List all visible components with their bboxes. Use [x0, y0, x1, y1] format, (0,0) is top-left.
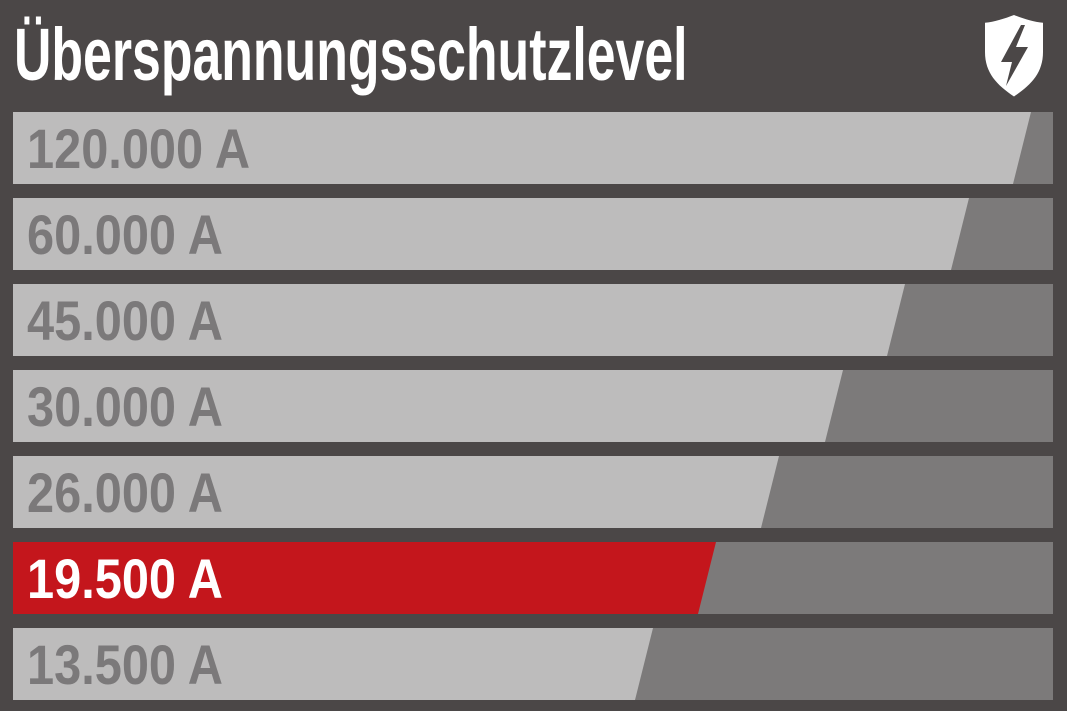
bar-track: 26.000 A	[13, 456, 1053, 528]
bar-track: 13.500 A	[13, 628, 1053, 700]
shield-lightning-icon	[985, 15, 1043, 97]
bar-label: 60.000 A	[27, 203, 223, 266]
bar: 60.000 A	[13, 198, 969, 270]
bar-track: 30.000 A	[13, 370, 1053, 442]
bar-track: 19.500 A	[13, 542, 1053, 614]
bar-chart: 120.000 A 60.000 A 45.000 A 30.000 A 26.…	[13, 112, 1053, 700]
bar: 26.000 A	[13, 456, 779, 528]
bar-label: 26.000 A	[27, 461, 223, 524]
bar-track: 120.000 A	[13, 112, 1053, 184]
bar-label: 13.500 A	[27, 633, 223, 696]
header: Überspannungsschutzlevel	[0, 0, 1067, 112]
bar-label: 45.000 A	[27, 289, 223, 352]
bar: 45.000 A	[13, 284, 905, 356]
bar-track: 60.000 A	[13, 198, 1053, 270]
bar: 30.000 A	[13, 370, 843, 442]
bar-track: 45.000 A	[13, 284, 1053, 356]
bar-label: 30.000 A	[27, 375, 223, 438]
page-title: Überspannungsschutzlevel	[14, 13, 688, 96]
bar-label: 120.000 A	[27, 117, 251, 180]
bar: 19.500 A	[13, 542, 716, 614]
bar: 13.500 A	[13, 628, 653, 700]
bar: 120.000 A	[13, 112, 1031, 184]
bar-label: 19.500 A	[27, 547, 223, 610]
page-title-wrap: Überspannungsschutzlevel	[14, 16, 976, 94]
